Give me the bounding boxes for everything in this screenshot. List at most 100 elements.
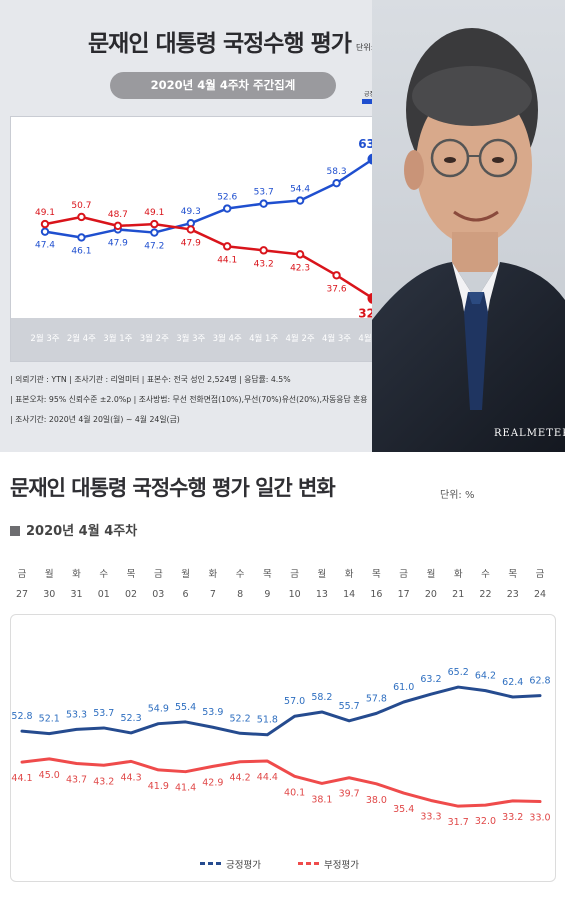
daily-positive-value-label: 55.4 [175,702,196,713]
daily-positive-line [20,685,542,737]
daily-negative-value-label: 41.4 [175,783,196,794]
weekly-x-tick-label: 4월 1주 [249,333,278,344]
weekly-positive-point [150,228,159,237]
daily-date-tick-label: 7 [210,589,216,600]
weekly-negative-value-label: 42.3 [290,263,310,273]
daily-positive-value-label: 54.9 [148,704,169,715]
weekly-negative-value-label: 48.7 [108,210,128,220]
daily-negative-line [20,757,542,808]
daily-date-tick-label: 13 [316,589,328,600]
weekly-chart: 2월 3주 2월 4주 3월 1주 3월 2주 3월 3주 3월 4주 4월 1주 4월 2주… [30,137,387,344]
weekly-positive-value-label: 53.7 [254,188,274,198]
daily-legend-negative-label: 부정평가 [324,860,359,871]
daily-weekday-label: 화 [208,569,217,580]
daily-week-label: 2020년 4월 4주차 [10,520,137,539]
daily-legend: 긍정평가 부정평가 [200,857,380,873]
daily-negative-value-label: 44.1 [11,773,32,784]
daily-date-tick-label: 27 [16,589,28,600]
daily-date-tick-label: 30 [43,589,55,600]
daily-date-tick-label: 17 [398,589,410,600]
daily-date-tick-label: 24 [534,589,546,600]
daily-negative-value-label: 45.0 [39,770,60,781]
daily-negative-value-label: 44.2 [230,773,251,784]
weekly-legend-positive-swatch [362,99,376,104]
daily-negative-value-label: 43.2 [93,776,114,787]
daily-weekday-label: 수 [99,569,108,580]
daily-date-tick-label: 20 [425,589,437,600]
daily-legend-negative: 부정평가 [298,857,359,871]
daily-negative-value-label: 32.0 [475,816,496,827]
daily-positive-value-label: 62.8 [529,676,550,687]
weekly-x-tick-label: 3월 4주 [213,333,242,344]
daily-negative-value-label: 41.9 [148,781,169,792]
weekly-positive-value-label: 54.4 [290,185,310,195]
weekly-title: 문재인 대통령 국정수행 평가 [88,31,352,57]
daily-weekday-label: 월 [427,568,436,580]
daily-date-tick-label: 6 [183,589,189,600]
daily-weekday-label: 월 [318,568,327,580]
daily-weekday-label: 화 [454,569,463,580]
daily-date-tick-label: 23 [507,589,519,600]
daily-positive-value-label: 57.0 [284,696,305,707]
daily-weekday-label: 수 [481,569,490,580]
weekly-positive-value-label: 47.2 [144,242,164,252]
weekly-x-tick-label: 2월 3주 [30,333,59,344]
daily-date-tick-label: 31 [70,589,82,600]
survey-info-line: | 표본오차: 95% 신뢰수준 ±2.0%p | 조사방법: 무선 전화면접(… [10,395,368,404]
weekly-negative-line [44,215,374,300]
daily-weekday-label: 월 [45,568,54,580]
daily-legend-positive: 긍정평가 [200,857,261,871]
daily-positive-value-label: 65.2 [448,667,469,678]
daily-chart: 금 27 월 30 화 31 수 01 목 02 금 03 월 6 화 7 수 8 목 9 금 10 월 13 화 14 목 16 금 1… [11,568,550,828]
daily-negative-value-label: 33.2 [502,812,523,823]
daily-negative-value-label: 42.9 [202,777,223,788]
daily-chart-frame [10,614,556,882]
weekly-positive-value-label: 46.1 [71,246,91,256]
weekly-negative-point [77,212,86,222]
daily-negative-value-label: 44.4 [257,772,278,783]
daily-positive-value-label: 52.8 [11,711,32,722]
weekly-negative-value-label: 49.1 [35,208,55,218]
weekly-negative-value-label: 49.1 [144,208,164,218]
daily-negative-value-label: 38.1 [311,794,332,805]
daily-weekday-label: 금 [154,569,163,580]
weekly-positive-point [295,196,305,205]
daily-weekday-label: 화 [72,569,81,580]
weekly-negative-point [186,225,195,234]
daily-weekday-label: 금 [18,569,27,580]
weekly-negative-value-label: 44.1 [217,255,237,265]
weekly-negative-point [332,271,341,280]
weekly-x-tick-label: 4월 2주 [286,333,315,344]
daily-negative-value-label: 39.7 [339,789,360,800]
daily-weekday-label: 목 [508,569,517,580]
daily-negative-value-label: 38.0 [366,795,387,806]
survey-info: | 의뢰기관 : YTN | 조사기관 : 리얼미터 | 표본수: 전국 성인 … [10,370,380,430]
survey-info-line: | 조사기간: 2020년 4월 20일(월) ~ 4월 24일(금) [10,415,180,424]
daily-legend-positive-swatch [200,862,222,865]
weekly-x-tick-label: 2월 4주 [67,333,96,344]
daily-weekday-label: 수 [236,569,245,580]
daily-positive-value-label: 53.9 [202,707,223,718]
daily-positive-value-label: 53.7 [93,708,114,719]
weekly-negative-point [295,250,305,259]
weekly-positive-value-label: 47.4 [35,241,55,251]
daily-date-tick-label: 8 [237,589,243,600]
daily-title: 문재인 대통령 국정수행 평가 일간 변화 [10,476,336,500]
daily-positive-value-label: 55.7 [339,701,360,712]
daily-positive-value-label: 61.0 [393,682,414,693]
weekly-positive-point [223,204,232,213]
weekly-legend-positive-label: 긍정 [364,91,376,98]
daily-positive-value-label: 53.3 [66,709,87,720]
weekly-panel: 문재인 대통령 국정수행 평가 단위: % 2020년 4월 4주차 주간집계 … [0,0,565,452]
weekly-negative-point [259,246,268,255]
daily-negative-value-label: 44.3 [120,772,141,783]
daily-negative-value-label: 35.4 [393,804,414,815]
daily-weekday-label: 목 [127,569,136,580]
weekly-positive-value-label: 49.3 [181,207,201,217]
weekly-x-tick-label: 3월 2주 [140,333,169,344]
weekly-positive-value-label: 52.6 [217,193,237,203]
daily-negative-value-label: 40.1 [284,787,305,798]
weekly-x-tick-label: 3월 1주 [103,333,132,344]
weekly-negative-point [150,219,159,229]
weekly-positive-point [332,178,341,188]
